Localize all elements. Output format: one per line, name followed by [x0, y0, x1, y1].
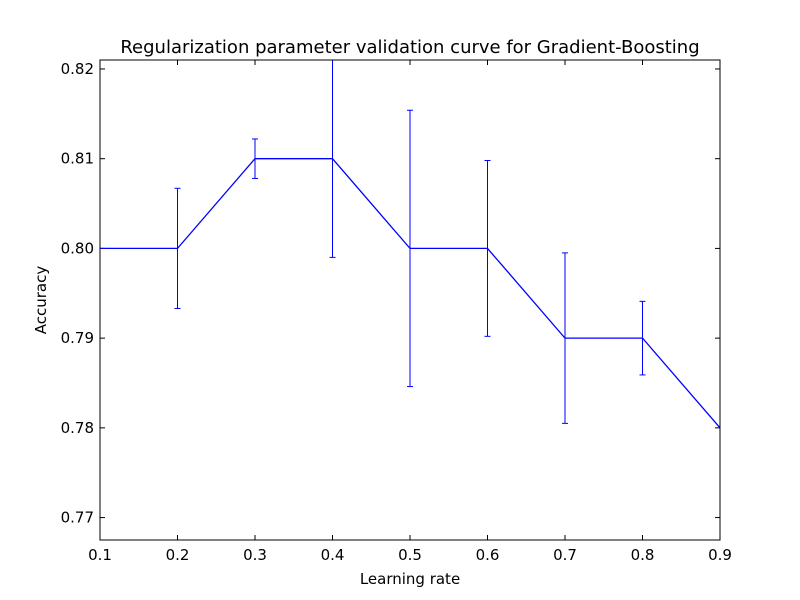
y-tick-label: 0.78: [61, 419, 94, 437]
x-tick-label: 0.9: [708, 546, 732, 564]
x-axis-label: Learning rate: [360, 570, 460, 588]
x-tick-label: 0.7: [553, 546, 577, 564]
y-tick-label: 0.77: [61, 509, 94, 527]
x-tick-label: 0.6: [476, 546, 500, 564]
x-tick-label: 0.5: [398, 546, 422, 564]
chart-title: Regularization parameter validation curv…: [120, 37, 699, 58]
x-tick-labels: 0.1 0.2 0.3 0.4 0.5 0.6 0.7 0.8 0.9: [88, 546, 732, 564]
y-tick-label: 0.80: [61, 239, 94, 257]
error-bars: [174, 59, 646, 424]
x-tick-label: 0.3: [243, 546, 267, 564]
x-tick-label: 0.2: [166, 546, 190, 564]
y-tick-label: 0.82: [61, 60, 94, 78]
y-axis-label: Accuracy: [32, 266, 50, 335]
x-tick-label: 0.4: [321, 546, 345, 564]
x-tick-label: 0.8: [631, 546, 655, 564]
y-tick-label: 0.79: [61, 329, 94, 347]
y-tick-label: 0.81: [61, 150, 94, 168]
plot-frame: [99, 59, 721, 541]
x-tick-label: 0.1: [88, 546, 112, 564]
y-tick-labels: 0.77 0.78 0.79 0.80 0.81 0.82: [61, 60, 94, 527]
